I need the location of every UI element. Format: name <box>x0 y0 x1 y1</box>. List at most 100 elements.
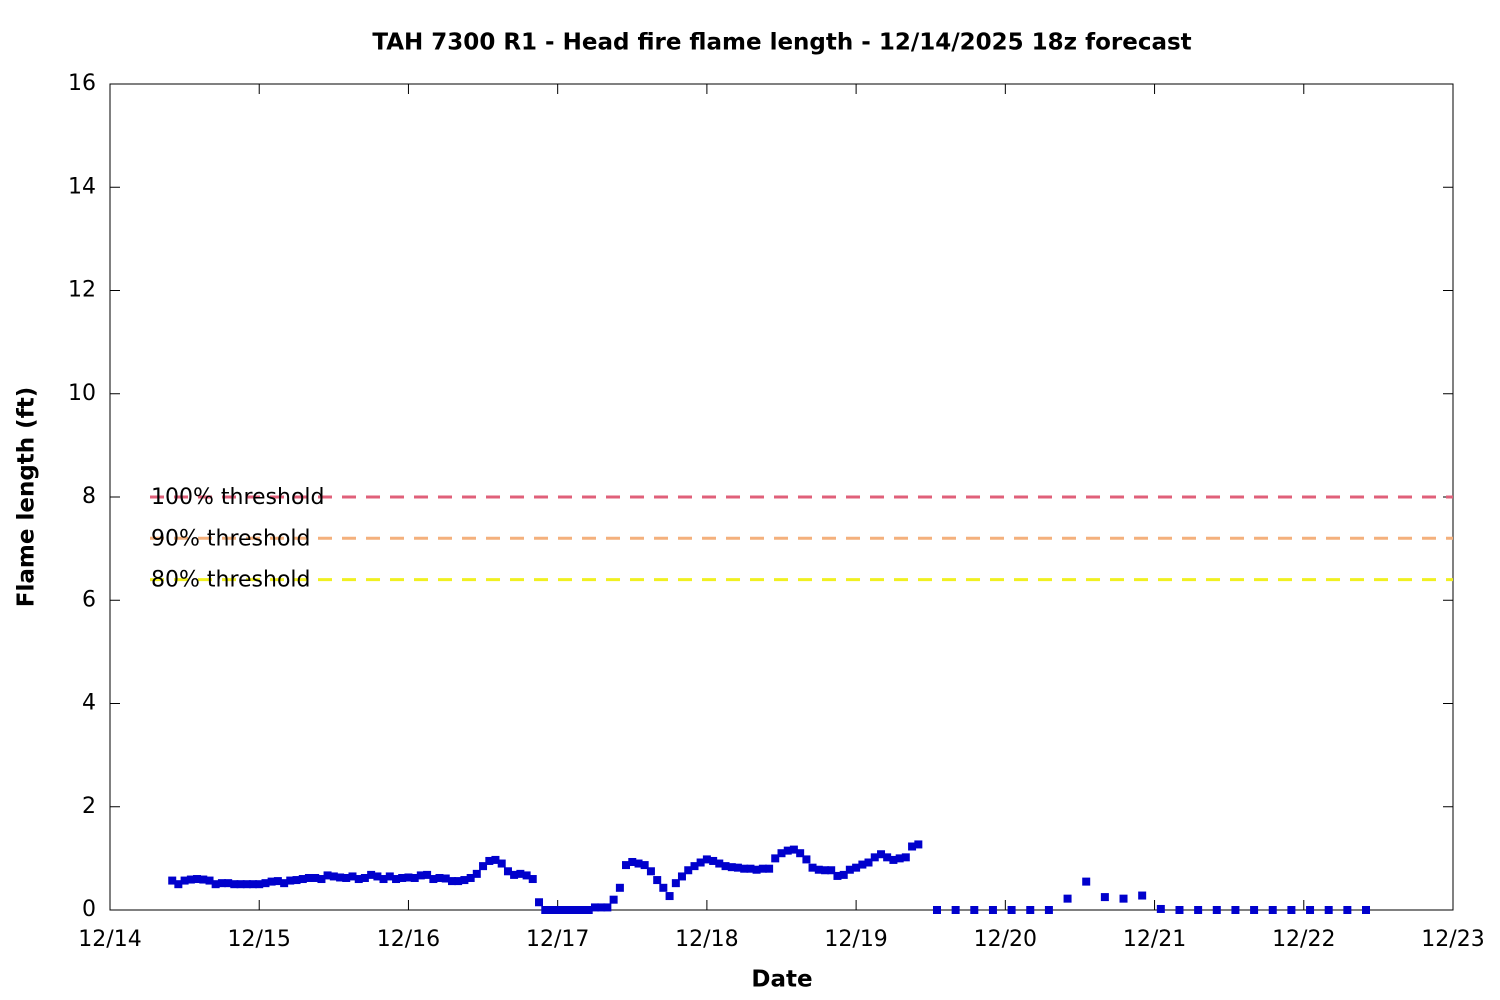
point <box>702 855 711 864</box>
point <box>367 870 376 879</box>
point <box>858 860 867 869</box>
point <box>192 875 201 884</box>
point <box>988 906 997 914</box>
x-tick-label: 12/17 <box>526 927 589 952</box>
point <box>740 864 749 873</box>
point <box>286 876 295 885</box>
point <box>653 876 662 885</box>
x-tick-label: 12/21 <box>1123 927 1186 952</box>
point <box>398 873 407 882</box>
point <box>304 873 313 882</box>
point <box>491 855 500 864</box>
point <box>199 875 208 884</box>
point <box>646 867 655 876</box>
point <box>298 875 307 884</box>
point <box>578 906 587 914</box>
y-tick-label: 8 <box>82 484 96 509</box>
point <box>715 859 724 868</box>
point <box>821 866 830 875</box>
point <box>186 875 195 884</box>
point <box>261 879 270 888</box>
point <box>864 858 873 867</box>
y-tick-label: 4 <box>82 691 96 716</box>
point <box>423 870 432 879</box>
point <box>1100 893 1109 902</box>
threshold-label: 100% threshold <box>151 485 325 510</box>
point <box>808 863 817 872</box>
point <box>416 871 425 880</box>
point <box>472 869 481 878</box>
y-tick-label: 12 <box>68 278 96 303</box>
point <box>827 866 836 875</box>
x-axis-title: Date <box>751 967 812 993</box>
point <box>410 873 419 882</box>
point <box>1082 877 1091 886</box>
point <box>628 857 637 866</box>
point <box>342 873 351 882</box>
point <box>1250 906 1259 914</box>
point <box>659 883 668 892</box>
point <box>721 862 730 871</box>
point <box>267 877 276 886</box>
x-tick-label: 12/14 <box>78 927 141 952</box>
point <box>640 861 649 870</box>
point <box>970 906 979 914</box>
point <box>230 880 239 889</box>
point <box>516 869 525 878</box>
point <box>771 854 780 863</box>
point <box>503 867 512 876</box>
point <box>466 873 475 882</box>
point <box>603 903 612 912</box>
point <box>833 871 842 880</box>
point <box>1044 906 1053 914</box>
point <box>609 895 618 904</box>
point <box>877 850 886 859</box>
point <box>435 873 444 882</box>
point <box>168 876 177 885</box>
point <box>622 861 631 870</box>
point <box>597 903 606 912</box>
point <box>559 906 568 914</box>
point <box>777 849 786 858</box>
point <box>1212 906 1221 914</box>
x-tick-label: 12/23 <box>1421 927 1484 952</box>
point <box>590 903 599 912</box>
point <box>671 879 680 888</box>
y-tick-label: 6 <box>82 587 96 612</box>
point <box>211 880 220 889</box>
point <box>1194 906 1203 914</box>
point <box>783 846 792 855</box>
point <box>441 874 450 883</box>
point <box>634 859 643 868</box>
x-tick-label: 12/16 <box>377 927 440 952</box>
y-tick-label: 2 <box>82 794 96 819</box>
point <box>460 876 469 885</box>
point <box>553 906 562 914</box>
point <box>1175 906 1184 914</box>
point <box>528 875 537 884</box>
y-tick-label: 14 <box>68 174 96 199</box>
point <box>255 880 264 889</box>
point <box>535 898 544 907</box>
point <box>379 875 388 884</box>
point <box>895 854 904 863</box>
point <box>883 853 892 862</box>
point <box>317 875 326 884</box>
point <box>385 872 394 881</box>
point <box>696 858 705 867</box>
point <box>746 864 755 873</box>
point <box>292 876 301 885</box>
point <box>684 866 693 875</box>
point <box>360 873 369 882</box>
point <box>901 853 910 862</box>
point <box>404 873 413 882</box>
point <box>522 871 531 880</box>
chart-title: TAH 7300 R1 - Head fire flame length - 1… <box>372 30 1191 56</box>
point <box>932 906 941 914</box>
point <box>336 873 345 882</box>
point <box>217 879 226 888</box>
y-tick-label: 16 <box>68 71 96 96</box>
y-tick-label: 0 <box>82 897 96 922</box>
point <box>242 880 251 889</box>
point <box>448 877 457 886</box>
